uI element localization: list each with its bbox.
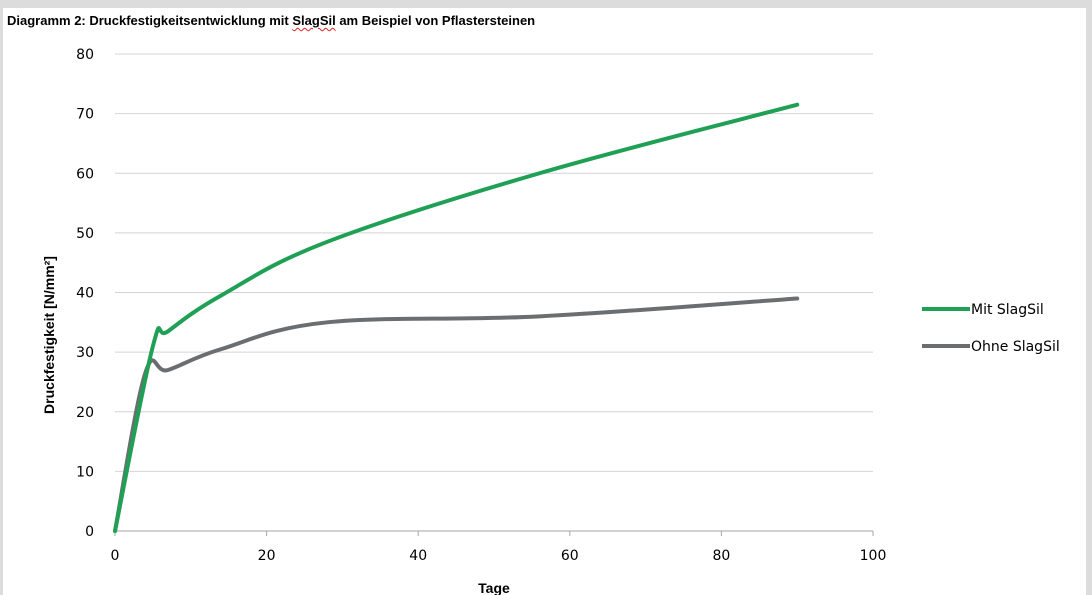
chart-title-highlighted-word: SlagSil <box>292 13 336 28</box>
y-tick-label: 70 <box>76 107 94 123</box>
gridlines <box>115 53 873 472</box>
y-tick-label: 80 <box>76 47 94 63</box>
x-tick-label: 80 <box>712 548 730 564</box>
series-line-mit-slagsil <box>113 102 800 533</box>
chart-frame <box>3 8 1086 595</box>
y-axis-tick-labels: 0 10 20 30 40 50 60 70 80 <box>76 47 94 540</box>
legend-label: Ohne SlagSil <box>971 339 1060 355</box>
y-tick-label: 50 <box>76 226 94 242</box>
chart-title-suffix: am Beispiel von Pflastersteinen <box>335 13 536 28</box>
x-tick-label: 40 <box>409 548 427 564</box>
chart-title-prefix: Diagramm 2: Druckfestigkeitsentwicklung … <box>7 13 293 28</box>
x-axis-tick-labels: 0 20 40 60 80 100 <box>111 548 887 564</box>
x-tick-label: 20 <box>258 548 276 564</box>
x-tick-label: 0 <box>111 548 120 564</box>
x-axis-title: Tage <box>478 580 510 595</box>
chart-title: Diagramm 2: Druckfestigkeitsentwicklung … <box>7 13 535 28</box>
x-tick-label: 100 <box>860 548 887 564</box>
y-tick-label: 0 <box>85 524 94 540</box>
y-tick-label: 30 <box>76 345 94 361</box>
legend-label: Mit SlagSil <box>971 302 1044 318</box>
y-tick-label: 40 <box>76 286 94 302</box>
y-tick-label: 60 <box>76 166 94 182</box>
y-axis-title: Druckfestigkeit [N/mm²] <box>41 256 57 414</box>
series-line-ohne-slagsil <box>113 296 800 533</box>
x-tick-label: 60 <box>561 548 579 564</box>
y-tick-label: 10 <box>76 464 94 480</box>
axes <box>114 530 874 536</box>
y-tick-label: 20 <box>76 405 94 421</box>
legend: Mit SlagSil Ohne SlagSil <box>922 302 1060 355</box>
series-lines <box>113 102 800 533</box>
